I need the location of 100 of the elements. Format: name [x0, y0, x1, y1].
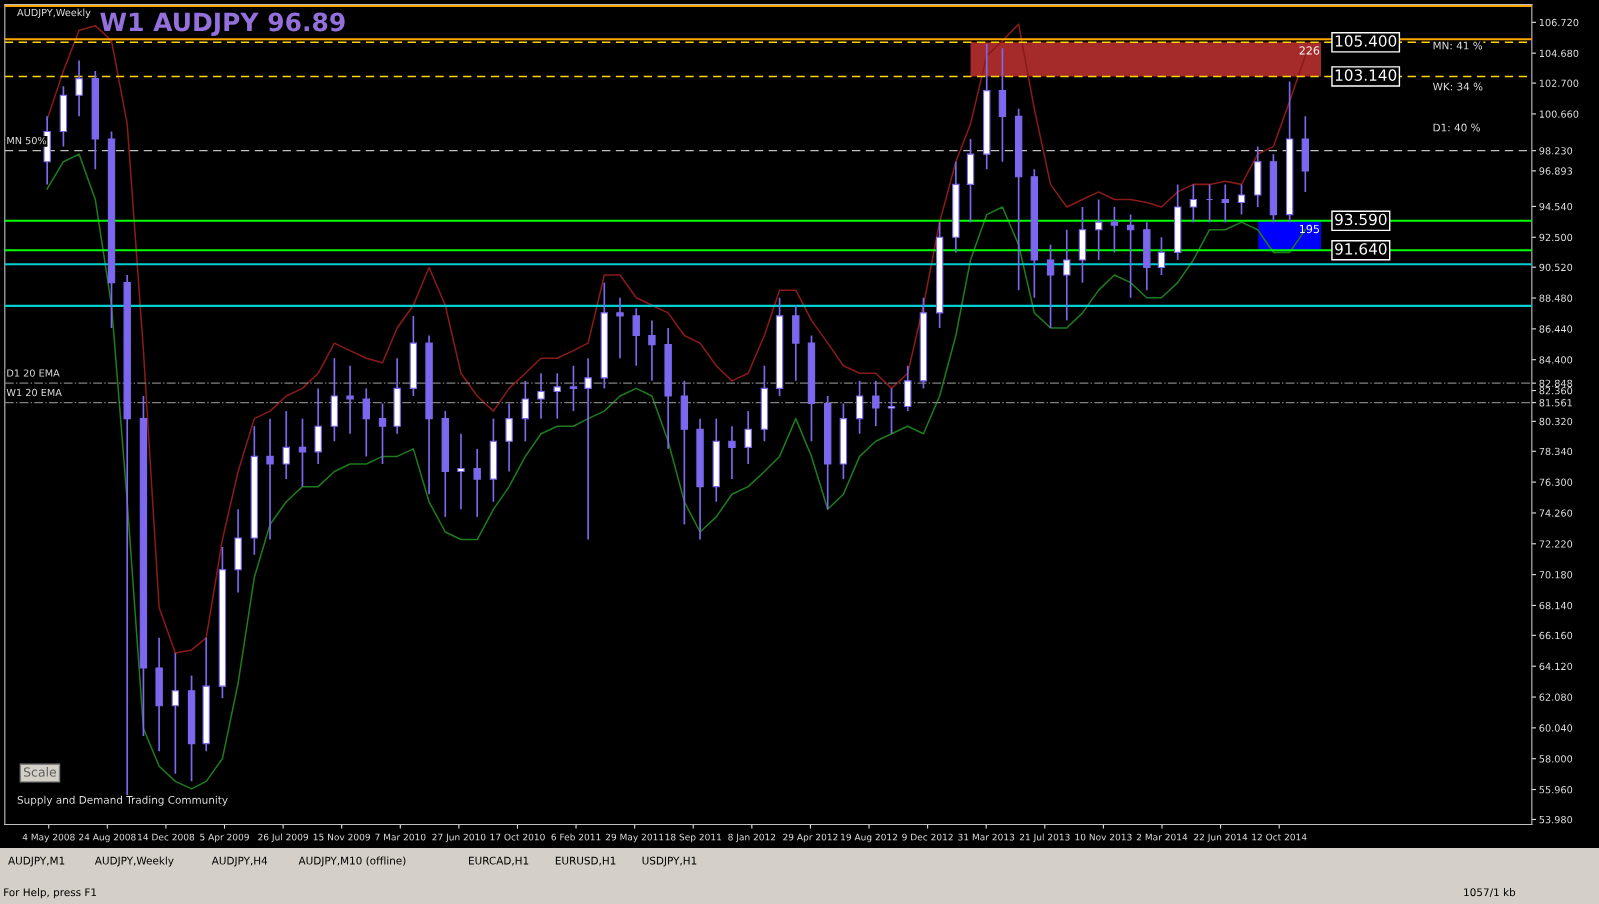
candlestick	[887, 387, 896, 435]
x-tick-label: 8 Jan 2012	[728, 833, 776, 843]
candlestick	[728, 425, 736, 480]
candlestick	[569, 364, 578, 412]
x-tick-label: 29 May 2011	[605, 833, 664, 843]
ref-line-label: D1 20 EMA	[7, 369, 60, 377]
y-tick-label: 68.140	[1539, 601, 1573, 610]
x-tick-label: 19 Aug 2012	[841, 833, 898, 843]
candlestick	[75, 59, 83, 118]
annotation: Supply and Demand Trading Community	[17, 795, 228, 806]
candlestick	[553, 372, 561, 420]
y-tick-label: 82.360	[1539, 387, 1573, 395]
y-tick-label: 86.440	[1539, 325, 1573, 333]
annotation: WK: 34 %	[1432, 82, 1483, 91]
candlestick	[521, 380, 530, 443]
y-tick-label: 53.980	[1539, 815, 1573, 824]
y-tick-label: 94.540	[1539, 202, 1573, 211]
annotation: D1: 40 %	[1433, 123, 1480, 132]
text: 1057/1 kb	[1464, 888, 1516, 897]
text: USDJPY,H1	[642, 856, 697, 867]
annotation: AUDJPY,Weekly	[17, 8, 91, 19]
annotation: MN: 41 %	[1433, 41, 1483, 50]
y-tick-label: 74.260	[1539, 509, 1573, 517]
candlestick	[1046, 243, 1055, 329]
y-tick-label: 66.160	[1539, 631, 1573, 640]
candlestick	[1157, 236, 1166, 276]
text: EURUSD,H1	[555, 856, 616, 866]
x-tick-label: 21 Jul 2013	[1019, 833, 1070, 843]
ref-line-label: W1 20 EMA	[6, 388, 62, 397]
candlestick	[616, 296, 624, 360]
x-tick-label: 4 May 2008	[22, 833, 75, 843]
y-tick-label: 106.720	[1539, 18, 1579, 27]
candlestick	[457, 432, 465, 511]
candlestick	[362, 387, 370, 458]
text: AUDJPY,M10 (offline)	[298, 856, 406, 867]
y-tick-label: 58.000	[1539, 755, 1573, 763]
y-tick-label: 55.960	[1539, 786, 1573, 794]
candlestick	[346, 364, 354, 435]
y-tick-label: 88.480	[1539, 294, 1573, 302]
y-tick-label: 96.893	[1539, 167, 1573, 175]
text: AUDJPY,M1	[8, 856, 65, 867]
band-label: 226	[1299, 46, 1320, 55]
x-tick-label: 27 Jun 2010	[432, 833, 486, 843]
ref-line-label: 93.590	[1335, 213, 1387, 226]
y-tick-label: 78.340	[1539, 447, 1573, 456]
ref-line-label: 103.140	[1335, 69, 1397, 81]
y-tick-label: 100.660	[1539, 110, 1579, 118]
chart-title: W1 AUDJPY 96.89	[100, 12, 345, 37]
text: AUDJPY,H4	[211, 856, 268, 867]
y-tick-label: 72.220	[1539, 540, 1573, 548]
text: For Help, press F1	[4, 888, 97, 899]
candlestick	[537, 372, 545, 420]
x-tick-label: 17 Oct 2010	[490, 833, 545, 841]
y-tick-label: 62.080	[1539, 693, 1573, 701]
y-tick-label: 70.180	[1539, 571, 1573, 579]
x-tick-label: 31 Mar 2013	[958, 833, 1015, 841]
x-tick-label: 29 Apr 2012	[783, 833, 838, 843]
candlestick	[648, 319, 656, 382]
x-tick-label: 24 Aug 2008	[79, 833, 136, 843]
candlestick	[473, 448, 481, 518]
candlestick	[584, 357, 592, 541]
annotation: Scale	[23, 767, 57, 777]
y-tick-label: 80.320	[1539, 417, 1573, 426]
ref-line-label: 91.640	[1335, 243, 1387, 255]
candlestick	[1237, 183, 1246, 216]
x-tick-label: 2 Mar 2014	[1136, 833, 1188, 841]
text: AUDJPY,Weekly	[94, 856, 174, 867]
candlestick	[505, 402, 513, 473]
candlestick	[744, 410, 752, 465]
y-tick-label: 98.230	[1539, 147, 1573, 155]
y-tick-label: 104.680	[1539, 49, 1579, 58]
ref-line-label: MN 50%	[7, 136, 47, 145]
candlestick	[855, 380, 864, 435]
x-tick-label: 22 Jun 2014	[1194, 833, 1248, 843]
candlestick	[298, 417, 307, 488]
y-tick-label: 76.300	[1539, 478, 1573, 486]
x-tick-label: 10 Nov 2013	[1075, 833, 1132, 841]
candlestick	[171, 652, 180, 775]
candlestick	[632, 307, 640, 367]
y-tick-label: 81.561	[1539, 399, 1572, 407]
y-tick-label: 64.120	[1539, 662, 1573, 671]
x-tick-label: 15 Nov 2009	[313, 833, 370, 841]
ref-line-label: 105.400	[1335, 35, 1397, 47]
candlestick	[872, 380, 880, 428]
candlestick	[1063, 228, 1071, 322]
candlestick	[282, 410, 290, 480]
candlestick	[266, 417, 274, 541]
band-label: 195	[1299, 224, 1319, 234]
candlestick	[378, 402, 387, 465]
y-tick-label: 82.848	[1539, 379, 1573, 387]
x-tick-label: 14 Dec 2008	[138, 833, 195, 841]
x-tick-label: 12 Oct 2014	[1252, 833, 1307, 841]
y-tick-label: 102.700	[1539, 79, 1579, 87]
y-tick-label: 60.040	[1539, 724, 1573, 732]
x-tick-label: 9 Dec 2012	[902, 833, 953, 841]
x-tick-label: 7 Mar 2010	[375, 833, 426, 841]
candlestick	[1110, 206, 1119, 254]
x-tick-label: 6 Feb 2011	[551, 833, 601, 841]
y-tick-label: 90.520	[1539, 263, 1573, 272]
x-tick-label: 26 Jul 2009	[258, 833, 309, 843]
